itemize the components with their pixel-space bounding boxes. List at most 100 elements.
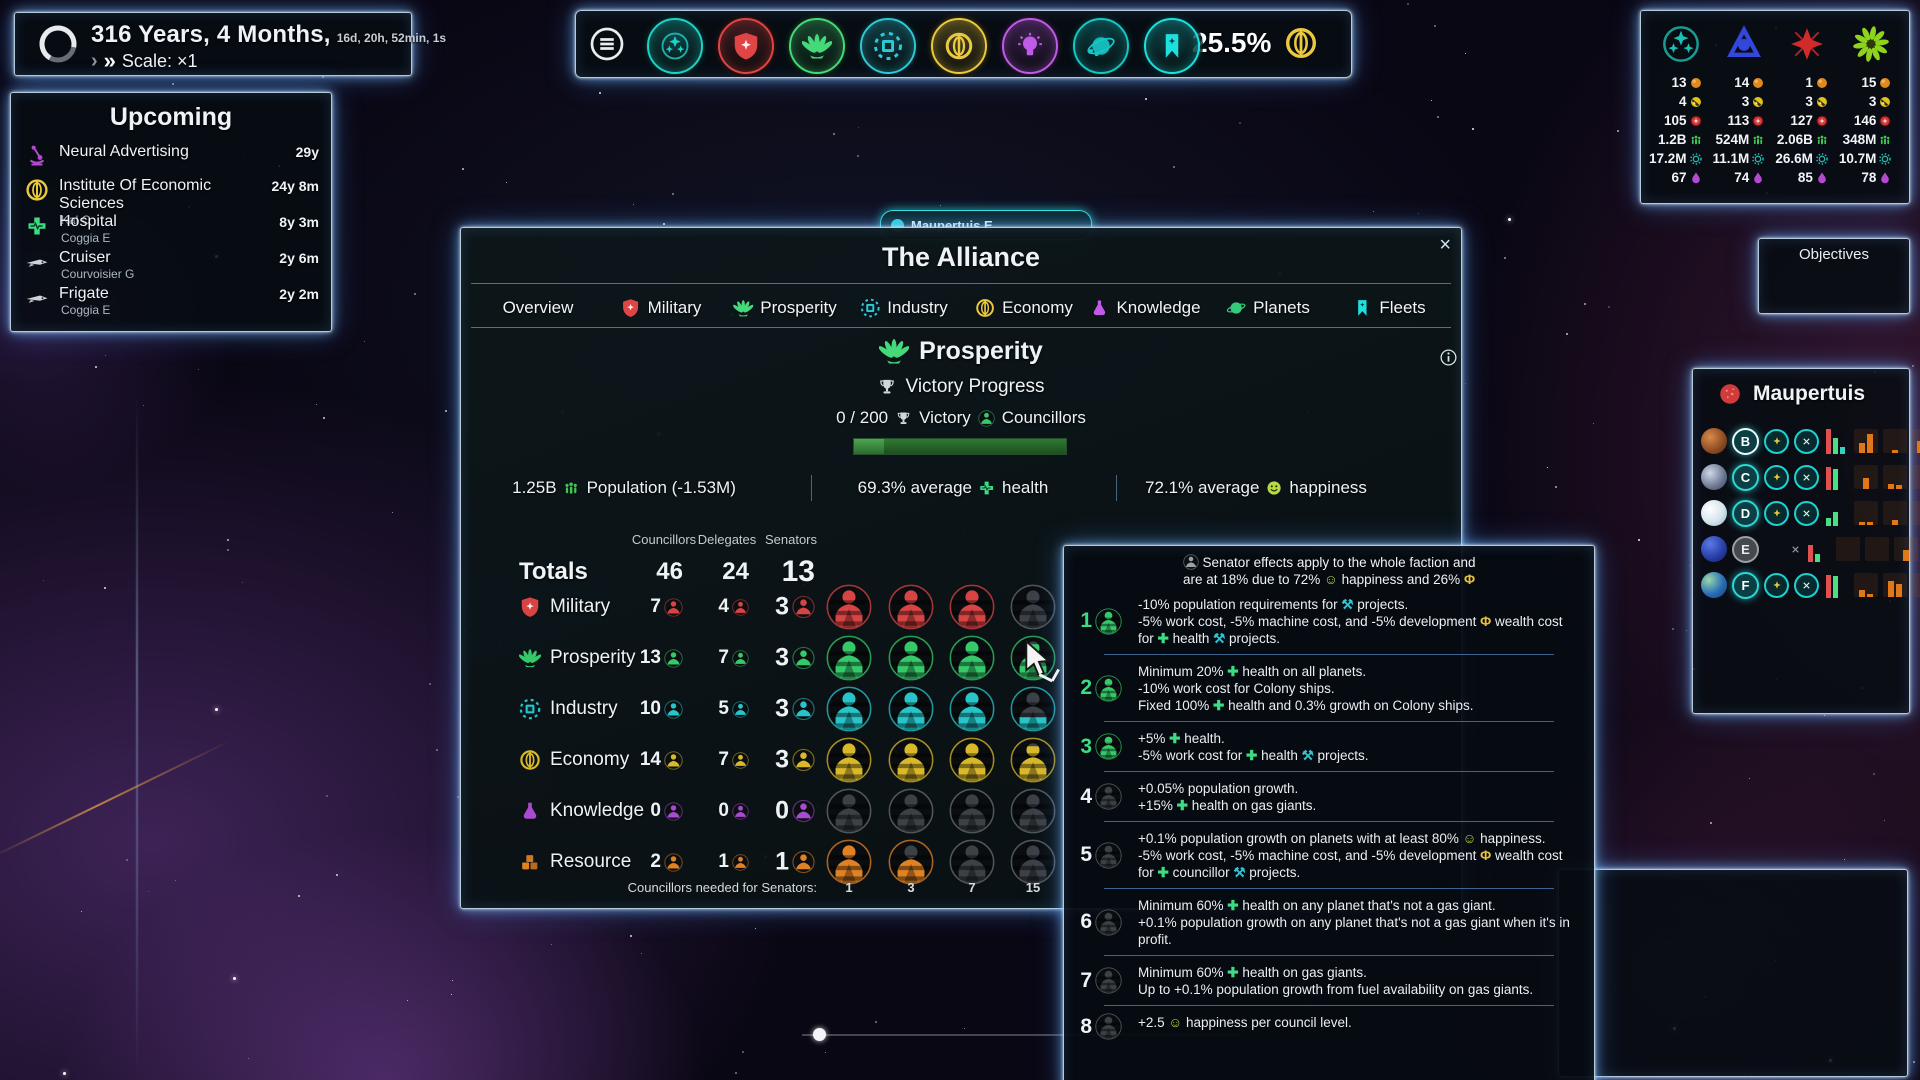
- planet-stats-chart: [1826, 464, 1849, 490]
- colony-status-icon[interactable]: [1764, 464, 1789, 490]
- planet-row-c[interactable]: C: [1701, 461, 1920, 493]
- resource-value: 1.2B: [1649, 130, 1713, 149]
- planets-badge[interactable]: [1073, 18, 1129, 74]
- timeline-slider-handle[interactable]: [813, 1028, 826, 1041]
- alliance-badge[interactable]: [647, 18, 703, 74]
- colony-action-icon[interactable]: [1794, 500, 1819, 526]
- senator-avatar-resource-3[interactable]: [949, 839, 995, 885]
- health-icon: ✚: [1227, 664, 1239, 679]
- senator-avatar-knowledge-3[interactable]: [949, 788, 995, 834]
- senator-avatar-prosperity-2[interactable]: [888, 635, 934, 681]
- colony-status-icon[interactable]: [1764, 500, 1789, 526]
- play-icon[interactable]: ›: [91, 49, 98, 72]
- planet-letter-badge[interactable]: E: [1732, 535, 1759, 563]
- senator-avatar-knowledge-1[interactable]: [826, 788, 872, 834]
- senator-avatar-military-4[interactable]: [1010, 584, 1056, 630]
- senator-avatar-economy-4[interactable]: [1010, 737, 1056, 783]
- council-row-economy[interactable]: Economy 14 7 3: [461, 735, 1461, 785]
- senator-avatar-industry-2[interactable]: [888, 686, 934, 732]
- senator-avatar-knowledge-4[interactable]: [1010, 788, 1056, 834]
- tab-fleets[interactable]: Fleets: [1352, 290, 1426, 326]
- upcoming-item[interactable]: Frigate Coggia E 2y 2m: [25, 285, 319, 317]
- tab-military[interactable]: Military: [621, 290, 701, 326]
- planet-letter-badge[interactable]: C: [1732, 463, 1759, 491]
- planet-letter-badge[interactable]: B: [1732, 427, 1759, 455]
- planet-thumbnail[interactable]: [1701, 428, 1727, 454]
- effect-text: -5% work cost, -5% machine cost, and -5%…: [1138, 848, 1567, 880]
- planet-thumbnail[interactable]: [1701, 572, 1727, 598]
- upcoming-item[interactable]: Institute Of Economic Sciences Kal C 24y …: [25, 177, 319, 227]
- resource-value: 1: [1775, 73, 1839, 92]
- senator-avatar-economy-3[interactable]: [949, 737, 995, 783]
- senator-avatar-industry-1[interactable]: [826, 686, 872, 732]
- planet-thumbnail[interactable]: [1701, 500, 1727, 526]
- planet-row-e[interactable]: E: [1701, 533, 1918, 565]
- tab-economy[interactable]: Economy: [975, 290, 1073, 326]
- planet-row-d[interactable]: D: [1701, 497, 1920, 529]
- upcoming-item[interactable]: Cruiser Courvoisier G 2y 6m: [25, 249, 319, 281]
- timeline-slider-track[interactable]: [802, 1034, 1240, 1036]
- planet-thumbnail[interactable]: [1701, 464, 1727, 490]
- faction-green-emblem[interactable]: [1839, 15, 1903, 73]
- planet-thumbnail[interactable]: [1701, 536, 1727, 562]
- senator-avatar-military-3[interactable]: [949, 584, 995, 630]
- tab-knowledge[interactable]: Knowledge: [1089, 290, 1201, 326]
- colony-action-icon[interactable]: [1794, 572, 1819, 598]
- close-icon[interactable]: ×: [1439, 234, 1451, 256]
- knowledge-badge[interactable]: [1002, 18, 1058, 74]
- info-icon[interactable]: [1439, 348, 1458, 367]
- faction-blue-emblem[interactable]: [1713, 15, 1776, 73]
- planet-row-b[interactable]: B: [1701, 425, 1920, 457]
- upcoming-item[interactable]: Neural Advertising 29y: [25, 143, 319, 168]
- colony-action-icon[interactable]: [1794, 428, 1819, 454]
- senator-avatar-resource-2[interactable]: [888, 839, 934, 885]
- upcoming-item-time: 2y 2m: [279, 286, 319, 302]
- senator-level-icon: [1095, 841, 1122, 869]
- faction-red-emblem[interactable]: [1775, 15, 1839, 73]
- prosperity-badge[interactable]: [789, 18, 845, 74]
- tab-planets[interactable]: Planets: [1226, 290, 1310, 326]
- effect-text: +0.05% population growth.: [1138, 781, 1299, 796]
- senator-avatar-prosperity-3[interactable]: [949, 635, 995, 681]
- fast-forward-icon[interactable]: »: [103, 48, 116, 73]
- fleets-badge[interactable]: [1144, 18, 1200, 74]
- health-icon: ✚: [1157, 631, 1169, 646]
- senator-avatar-military-2[interactable]: [888, 584, 934, 630]
- council-row-military[interactable]: Military 7 4 3: [461, 582, 1461, 632]
- colony-action-icon[interactable]: [1794, 464, 1819, 490]
- wealth-icon: Φ: [1463, 572, 1476, 587]
- senator-avatar-resource-4[interactable]: [1010, 839, 1056, 885]
- menu-button[interactable]: [588, 25, 626, 63]
- colony-status-icon[interactable]: [1764, 428, 1789, 454]
- senator-avatar-industry-4[interactable]: [1010, 686, 1056, 732]
- council-row-resource[interactable]: Resource 2 1 1: [461, 837, 1461, 887]
- resource-mini-chart: [1912, 501, 1920, 525]
- faction-teal-emblem[interactable]: [1649, 15, 1713, 73]
- strength-icon: [1878, 114, 1892, 128]
- council-row-industry[interactable]: Industry 10 5 3: [461, 684, 1461, 734]
- colony-status-icon[interactable]: [1764, 572, 1789, 598]
- senator-level-icon: [1095, 783, 1122, 810]
- senator-avatar-economy-2[interactable]: [888, 737, 934, 783]
- senator-avatar-industry-3[interactable]: [949, 686, 995, 732]
- tab-overview[interactable]: Overview: [503, 290, 574, 326]
- upcoming-item[interactable]: Hospital Coggia E 8y 3m: [25, 213, 319, 245]
- stat-population: 1.25B Population (-1.53M): [512, 478, 736, 497]
- senator-avatar-military-1[interactable]: [826, 584, 872, 630]
- senator-avatar-knowledge-2[interactable]: [888, 788, 934, 834]
- tab-industry[interactable]: Industry: [860, 290, 948, 326]
- objectives-panel[interactable]: Objectives: [1758, 238, 1910, 314]
- senator-avatar-economy-1[interactable]: [826, 737, 872, 783]
- council-row-knowledge[interactable]: Knowledge 0 0 0: [461, 786, 1461, 836]
- planet-row-f[interactable]: F: [1701, 569, 1920, 601]
- industry-badge[interactable]: [860, 18, 916, 74]
- resource-value: 348M: [1839, 130, 1903, 149]
- tab-prosperity[interactable]: Prosperity: [733, 290, 837, 326]
- planet-letter-badge[interactable]: D: [1732, 499, 1759, 527]
- senator-avatar-resource-1[interactable]: [826, 839, 872, 885]
- senator-icon: [792, 646, 815, 670]
- senator-avatar-prosperity-1[interactable]: [826, 635, 872, 681]
- economy-badge[interactable]: [931, 18, 987, 74]
- planet-letter-badge[interactable]: F: [1732, 571, 1759, 599]
- military-badge[interactable]: [718, 18, 774, 74]
